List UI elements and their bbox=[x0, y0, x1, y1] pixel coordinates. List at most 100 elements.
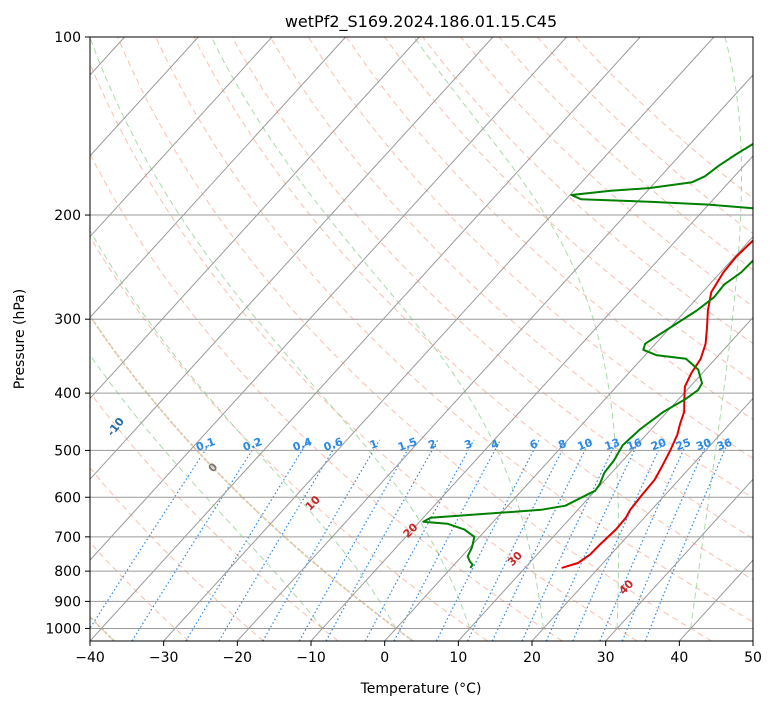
mixing-ratio-label: 4 bbox=[489, 437, 501, 452]
temperature-line bbox=[561, 239, 753, 569]
mixing-ratio-line bbox=[393, 439, 502, 641]
isotherm-line bbox=[531, 397, 753, 641]
y-axis-label: Pressure (hPa) bbox=[12, 289, 28, 389]
dry-adiabat bbox=[90, 467, 264, 641]
y-tick-label: 500 bbox=[54, 443, 81, 459]
mixing-ratio-line bbox=[572, 439, 665, 641]
isotherm-line bbox=[163, 37, 715, 641]
x-tick-label: 10 bbox=[449, 650, 467, 666]
mixing-ratio-line bbox=[545, 439, 640, 641]
mixing-ratio-label: 13 bbox=[603, 436, 622, 453]
mixing-ratio-line bbox=[185, 439, 310, 641]
dry-adiabat bbox=[346, 37, 753, 421]
y-tick-label: 1000 bbox=[45, 621, 81, 637]
y-tick-label: 400 bbox=[54, 386, 81, 402]
mixing-ratio-line bbox=[90, 439, 213, 630]
mixing-ratio-line bbox=[325, 439, 439, 641]
dry-adiabat bbox=[90, 541, 190, 641]
mixing-ratio-line bbox=[298, 439, 414, 641]
y-tick-label: 300 bbox=[54, 312, 81, 328]
x-tick-label: 50 bbox=[744, 650, 762, 666]
isotherm-line bbox=[236, 74, 753, 641]
mixing-ratio-label: 10 bbox=[576, 436, 595, 454]
moist-adiabat bbox=[413, 37, 620, 629]
y-tick-label: 900 bbox=[54, 594, 81, 610]
dry-adiabat bbox=[575, 37, 753, 199]
x-tick-label: 0 bbox=[380, 650, 389, 666]
x-tick-label: −20 bbox=[223, 650, 253, 666]
mixing-ratio-label: 0.4 bbox=[291, 435, 314, 454]
isotherm-line bbox=[90, 37, 494, 481]
x-tick-label: 20 bbox=[523, 650, 541, 666]
dry-adiabat bbox=[90, 391, 339, 641]
isotherm-line bbox=[384, 235, 753, 641]
mixing-ratio-label: 20 bbox=[649, 436, 668, 454]
dry-adiabat bbox=[384, 37, 753, 382]
x-tick-label: 30 bbox=[597, 650, 615, 666]
isotherm-line bbox=[90, 37, 346, 319]
mixing-ratio-line bbox=[466, 439, 569, 641]
moist-adiabat-label: 40 bbox=[616, 577, 636, 597]
x-tick-label: −40 bbox=[75, 650, 105, 666]
moist-adiabat bbox=[90, 354, 323, 629]
mixing-ratio-line bbox=[599, 439, 689, 641]
mixing-ratio-label: 36 bbox=[715, 436, 734, 454]
y-tick-label: 100 bbox=[54, 30, 81, 46]
isotherm-line bbox=[605, 478, 753, 641]
dewpoint-line bbox=[422, 142, 753, 569]
dry-adiabat bbox=[90, 152, 563, 641]
y-tick-label: 800 bbox=[54, 564, 81, 580]
isotherm-line bbox=[90, 37, 273, 238]
x-tick-label: −10 bbox=[296, 650, 326, 666]
dry-adiabat bbox=[269, 37, 753, 499]
dry-adiabat bbox=[155, 37, 753, 623]
y-tick-label: 200 bbox=[54, 208, 81, 224]
isotherm-line bbox=[457, 316, 753, 641]
y-tick-label: 600 bbox=[54, 490, 81, 506]
mixing-ratio-label: 8 bbox=[556, 437, 568, 452]
mixing-ratio-label: 2 bbox=[426, 437, 438, 452]
dry-adiabat-label: -20 bbox=[26, 388, 49, 412]
dry-adiabat bbox=[307, 37, 753, 459]
mixing-ratio-line bbox=[435, 439, 540, 641]
mixing-ratio-label: 3 bbox=[463, 437, 475, 452]
isotherm-line bbox=[90, 37, 567, 561]
theta-curve bbox=[90, 314, 414, 641]
mixing-ratio-label: 1.5 bbox=[396, 435, 419, 454]
dry-adiabat bbox=[460, 37, 753, 307]
dry-adiabat bbox=[536, 37, 753, 235]
mixing-ratio-line bbox=[364, 439, 475, 641]
isotherm-line bbox=[90, 37, 641, 641]
dry-adiabat bbox=[90, 62, 638, 641]
mixing-ratio-label: 0.1 bbox=[194, 435, 217, 454]
mixing-ratio-label: 6 bbox=[528, 437, 540, 452]
isotherm-line bbox=[90, 37, 420, 400]
isotherm-line bbox=[90, 37, 199, 157]
dry-adiabat bbox=[90, 235, 488, 641]
mixing-ratio-line bbox=[218, 439, 340, 641]
dry-adiabat-label: -10 bbox=[104, 415, 127, 439]
plot-frame bbox=[89, 36, 754, 642]
moist-adiabat bbox=[690, 37, 742, 629]
dry-adiabat bbox=[193, 37, 753, 581]
mixing-ratio-label: 30 bbox=[694, 436, 713, 454]
dry-adiabat bbox=[117, 37, 712, 641]
moist-adiabat bbox=[210, 37, 544, 629]
chart-title: wetPf2_S169.2024.186.01.15.C45 bbox=[285, 12, 557, 32]
mixing-ratio-line bbox=[491, 439, 591, 641]
mixing-ratio-label: 25 bbox=[674, 436, 693, 453]
mixing-ratio-label: 1 bbox=[368, 437, 380, 452]
isotherm-line bbox=[310, 155, 753, 641]
y-tick-label: 700 bbox=[54, 530, 81, 546]
x-axis-label: Temperature (°C) bbox=[360, 681, 482, 697]
dry-adiabat bbox=[90, 315, 414, 641]
mixing-ratio-label: 0.2 bbox=[241, 435, 264, 454]
x-tick-label: −30 bbox=[149, 650, 179, 666]
mixing-ratio-line bbox=[262, 439, 381, 641]
mixing-ratio-label: 0.6 bbox=[322, 435, 345, 454]
moist-adiabat-label: 30 bbox=[505, 549, 525, 569]
isotherm-line bbox=[752, 640, 753, 641]
mixing-ratio-line bbox=[131, 439, 260, 641]
moist-adiabat bbox=[90, 229, 397, 629]
